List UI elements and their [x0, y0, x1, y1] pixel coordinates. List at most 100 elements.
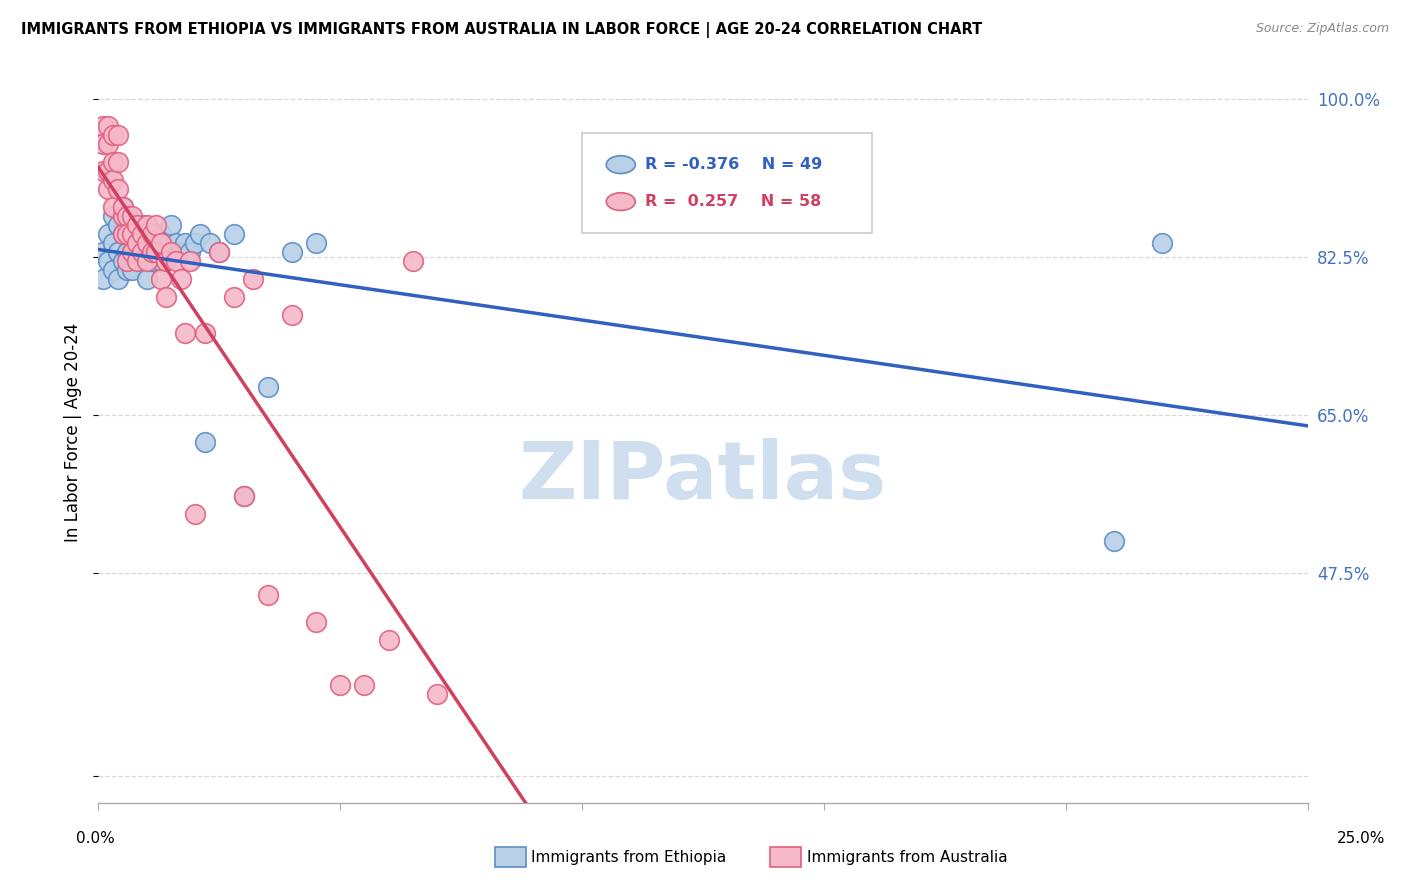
Text: R =  0.257    N = 58: R = 0.257 N = 58: [645, 194, 821, 209]
Point: [281, 245, 304, 260]
Point: [107, 128, 129, 142]
Point: [91, 119, 114, 133]
Point: [402, 254, 425, 268]
Point: [198, 235, 221, 250]
Point: [188, 227, 211, 241]
Point: [242, 272, 264, 286]
Point: [101, 200, 124, 214]
Point: [281, 308, 304, 322]
Point: [97, 227, 120, 241]
Point: [155, 254, 177, 268]
Point: [121, 227, 143, 241]
Point: [131, 218, 153, 232]
Text: R = -0.376    N = 49: R = -0.376 N = 49: [645, 157, 823, 172]
Point: [107, 272, 129, 286]
Point: [305, 235, 328, 250]
Point: [117, 254, 139, 268]
Point: [121, 263, 143, 277]
Point: [305, 615, 328, 630]
Text: IMMIGRANTS FROM ETHIOPIA VS IMMIGRANTS FROM AUSTRALIA IN LABOR FORCE | AGE 20-24: IMMIGRANTS FROM ETHIOPIA VS IMMIGRANTS F…: [21, 22, 983, 38]
Point: [135, 272, 157, 286]
Point: [91, 136, 114, 151]
Point: [97, 119, 120, 133]
Point: [135, 235, 157, 250]
Point: [127, 227, 149, 241]
Point: [91, 245, 114, 260]
Point: [111, 200, 134, 214]
Point: [141, 245, 163, 260]
Point: [111, 200, 134, 214]
Point: [256, 380, 278, 394]
Point: [97, 136, 120, 151]
Point: [145, 218, 167, 232]
Point: [121, 245, 143, 260]
Point: [165, 254, 187, 268]
Point: [101, 235, 124, 250]
Point: [117, 218, 139, 232]
Point: [141, 227, 163, 241]
Point: [1152, 235, 1174, 250]
Point: [145, 245, 167, 260]
Point: [107, 245, 129, 260]
Point: [101, 154, 124, 169]
Point: [222, 290, 245, 304]
Point: [184, 235, 207, 250]
Point: [145, 235, 167, 250]
Point: [97, 163, 120, 178]
Point: [107, 182, 129, 196]
Point: [353, 678, 375, 692]
Text: 25.0%: 25.0%: [1337, 831, 1385, 847]
Point: [208, 245, 231, 260]
Point: [135, 227, 157, 241]
Point: [377, 633, 399, 648]
Y-axis label: In Labor Force | Age 20-24: In Labor Force | Age 20-24: [65, 323, 83, 542]
Point: [107, 218, 129, 232]
Point: [256, 588, 278, 602]
FancyBboxPatch shape: [582, 133, 872, 233]
Point: [194, 434, 217, 449]
Point: [97, 182, 120, 196]
Point: [111, 254, 134, 268]
Circle shape: [606, 156, 636, 173]
Text: ZIPatlas: ZIPatlas: [519, 438, 887, 516]
Point: [169, 272, 191, 286]
Point: [117, 263, 139, 277]
Point: [131, 245, 153, 260]
Point: [101, 128, 124, 142]
Point: [121, 227, 143, 241]
Point: [107, 154, 129, 169]
Point: [127, 254, 149, 268]
Point: [155, 235, 177, 250]
Point: [97, 254, 120, 268]
Point: [194, 326, 217, 341]
Point: [141, 227, 163, 241]
Point: [91, 163, 114, 178]
Point: [121, 209, 143, 223]
Point: [111, 227, 134, 241]
Point: [127, 245, 149, 260]
Circle shape: [606, 193, 636, 211]
Point: [101, 209, 124, 223]
Point: [141, 254, 163, 268]
Text: 0.0%: 0.0%: [76, 831, 115, 847]
Text: Source: ZipAtlas.com: Source: ZipAtlas.com: [1256, 22, 1389, 36]
Point: [150, 254, 173, 268]
Point: [208, 245, 231, 260]
Point: [165, 235, 187, 250]
Point: [101, 173, 124, 187]
Point: [131, 245, 153, 260]
Point: [111, 227, 134, 241]
Point: [329, 678, 352, 692]
Point: [121, 245, 143, 260]
Point: [91, 272, 114, 286]
Point: [150, 227, 173, 241]
Point: [135, 254, 157, 268]
Point: [127, 218, 149, 232]
Point: [1102, 533, 1125, 548]
Point: [150, 272, 173, 286]
Point: [184, 507, 207, 521]
Text: Immigrants from Ethiopia: Immigrants from Ethiopia: [531, 850, 727, 864]
Point: [169, 245, 191, 260]
Point: [117, 227, 139, 241]
Point: [160, 245, 183, 260]
